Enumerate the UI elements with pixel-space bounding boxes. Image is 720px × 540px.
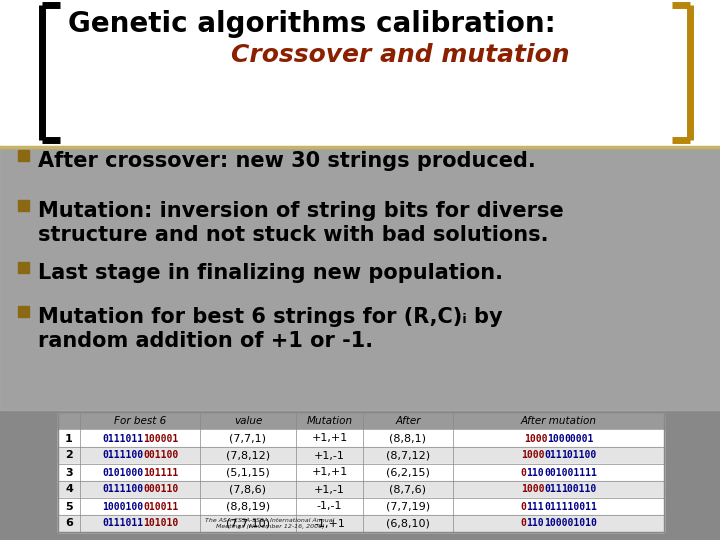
Text: 100001: 100001 bbox=[143, 434, 178, 443]
Text: (7,8,6): (7,8,6) bbox=[230, 484, 266, 495]
Bar bbox=[58, 412, 664, 532]
Text: 011: 011 bbox=[544, 450, 562, 461]
Text: Mutation: Mutation bbox=[307, 416, 353, 426]
Text: (7,8,12): (7,8,12) bbox=[226, 450, 270, 461]
Bar bbox=[58, 498, 664, 515]
Bar bbox=[18, 262, 29, 273]
Text: (7,7,10): (7,7,10) bbox=[226, 518, 270, 529]
Text: (8,8,19): (8,8,19) bbox=[226, 502, 270, 511]
Text: 1000: 1000 bbox=[523, 434, 547, 443]
Bar bbox=[0, 147, 720, 410]
Text: (6,2,15): (6,2,15) bbox=[386, 468, 430, 477]
Bar bbox=[58, 464, 664, 481]
Bar bbox=[18, 200, 29, 211]
Text: 101111: 101111 bbox=[143, 468, 178, 477]
Text: 5: 5 bbox=[66, 502, 73, 511]
Text: (8,8,1): (8,8,1) bbox=[390, 434, 426, 443]
Text: 1000100: 1000100 bbox=[102, 502, 143, 511]
Text: After mutation: After mutation bbox=[521, 416, 596, 426]
Text: 1000: 1000 bbox=[521, 484, 544, 495]
Text: +1,-1: +1,-1 bbox=[314, 450, 345, 461]
Bar bbox=[0, 0, 720, 145]
Text: 011: 011 bbox=[544, 484, 562, 495]
Text: 110: 110 bbox=[526, 468, 544, 477]
Text: For best 6: For best 6 bbox=[114, 416, 166, 426]
Text: 6: 6 bbox=[65, 518, 73, 529]
Text: 001001111: 001001111 bbox=[544, 468, 597, 477]
Text: 010011: 010011 bbox=[143, 502, 178, 511]
Text: 4: 4 bbox=[65, 484, 73, 495]
Bar bbox=[58, 412, 664, 532]
Text: Genetic algorithms calibration:: Genetic algorithms calibration: bbox=[68, 10, 556, 38]
Bar bbox=[18, 150, 29, 161]
Text: (8,7,6): (8,7,6) bbox=[390, 484, 426, 495]
Bar bbox=[58, 515, 664, 532]
Text: 0111100: 0111100 bbox=[102, 484, 143, 495]
Text: 00001: 00001 bbox=[564, 434, 594, 443]
Text: 001100: 001100 bbox=[143, 450, 178, 461]
Text: 100110: 100110 bbox=[562, 484, 597, 495]
Text: 011110011: 011110011 bbox=[544, 502, 597, 511]
Text: 110: 110 bbox=[526, 518, 544, 529]
Text: 0: 0 bbox=[521, 518, 526, 529]
Text: After crossover: new 30 strings produced.: After crossover: new 30 strings produced… bbox=[38, 151, 536, 171]
Text: 101100: 101100 bbox=[562, 450, 597, 461]
Text: (7,7,1): (7,7,1) bbox=[230, 434, 266, 443]
Text: Mutation: inversion of string bits for diverse
structure and not stuck with bad : Mutation: inversion of string bits for d… bbox=[38, 201, 564, 245]
Text: (5,1,15): (5,1,15) bbox=[226, 468, 270, 477]
Text: (6,8,10): (6,8,10) bbox=[386, 518, 430, 529]
Text: 1000: 1000 bbox=[521, 450, 544, 461]
Bar bbox=[18, 306, 29, 317]
Text: (8,7,12): (8,7,12) bbox=[386, 450, 430, 461]
Text: 1: 1 bbox=[65, 434, 73, 443]
Text: 2: 2 bbox=[65, 450, 73, 461]
Text: 0101000: 0101000 bbox=[102, 468, 143, 477]
Bar bbox=[58, 430, 664, 447]
Text: -1,-1: -1,-1 bbox=[317, 502, 342, 511]
Text: Last stage in finalizing new population.: Last stage in finalizing new population. bbox=[38, 263, 503, 283]
Text: 0111011: 0111011 bbox=[102, 518, 143, 529]
Text: -1,+1: -1,+1 bbox=[314, 518, 345, 529]
Text: 111: 111 bbox=[526, 502, 544, 511]
Text: 0: 0 bbox=[521, 468, 526, 477]
Bar bbox=[58, 481, 664, 498]
Text: After: After bbox=[395, 416, 420, 426]
Text: (7,7,19): (7,7,19) bbox=[386, 502, 430, 511]
Text: 3: 3 bbox=[66, 468, 73, 477]
Text: 000110: 000110 bbox=[143, 484, 178, 495]
Text: value: value bbox=[234, 416, 262, 426]
Bar bbox=[58, 447, 664, 464]
Text: 0111011: 0111011 bbox=[102, 434, 143, 443]
Text: 100001010: 100001010 bbox=[544, 518, 597, 529]
Text: +1,+1: +1,+1 bbox=[311, 434, 348, 443]
Text: The ASA-CSSA-SSSA International Annual
Meetings (November 12-16, 2006): The ASA-CSSA-SSSA International Annual M… bbox=[205, 518, 335, 529]
Bar bbox=[58, 412, 664, 430]
Text: 100: 100 bbox=[547, 434, 564, 443]
Text: 101010: 101010 bbox=[143, 518, 178, 529]
Text: +1,-1: +1,-1 bbox=[314, 484, 345, 495]
Text: Mutation for best 6 strings for (R,C)ᵢ by
random addition of +1 or -1.: Mutation for best 6 strings for (R,C)ᵢ b… bbox=[38, 307, 503, 351]
Text: Crossover and mutation: Crossover and mutation bbox=[230, 43, 570, 67]
Text: 0: 0 bbox=[521, 502, 526, 511]
Text: 0111100: 0111100 bbox=[102, 450, 143, 461]
Text: +1,+1: +1,+1 bbox=[311, 468, 348, 477]
